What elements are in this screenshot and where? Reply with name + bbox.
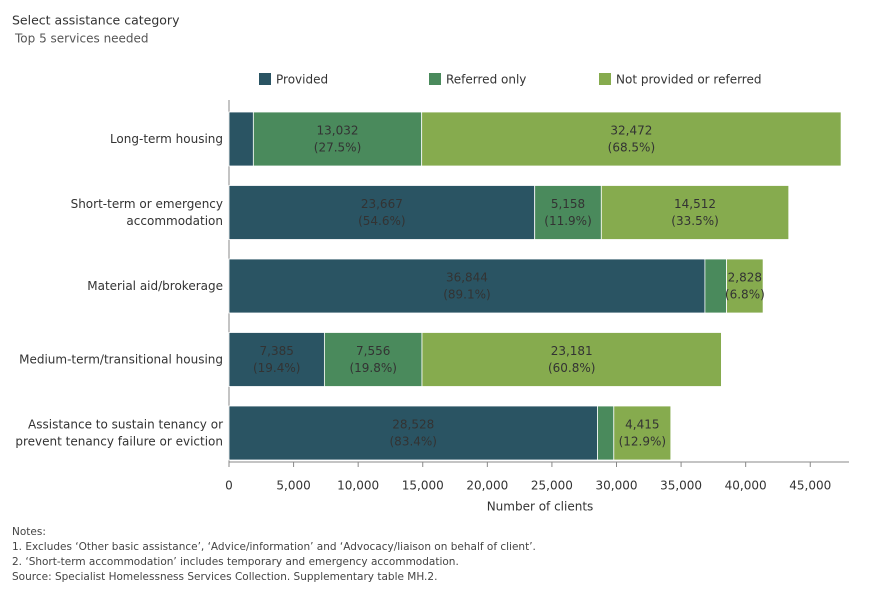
value-label: 5,158: [551, 197, 585, 211]
value-label: 7,556: [356, 344, 390, 358]
value-label: 14,512: [674, 197, 716, 211]
bar-segment: [600, 185, 790, 240]
legend-swatch: [599, 73, 611, 85]
note: Source: Specialist Homelessness Services…: [12, 571, 437, 583]
bar-segment: [704, 258, 727, 314]
value-label: 28,528: [392, 418, 434, 432]
bar-segment: [228, 332, 325, 387]
y-tick-label: Material aid/brokerage: [87, 279, 223, 293]
y-tick-line: Material aid/brokerage: [87, 279, 223, 293]
y-tick-line: prevent tenancy failure or eviction: [15, 434, 223, 448]
bar-segment: [252, 111, 423, 167]
bar-segment: [726, 258, 764, 314]
share-label: (19.8%): [349, 361, 396, 375]
legend-label: Provided: [276, 73, 328, 87]
value-label: 23,667: [361, 197, 403, 211]
value-label: 36,844: [446, 271, 488, 285]
value-label: 7,385: [260, 344, 294, 358]
x-tick-label: 30,000: [596, 479, 638, 493]
x-tick-label: 0: [225, 479, 233, 493]
value-label: 13,032: [317, 124, 359, 138]
note: 1. Excludes ‘Other basic assistance’, ‘A…: [12, 541, 536, 553]
note: 2. ‘Short-term accommodation’ includes t…: [12, 556, 459, 568]
bar-segment: [228, 185, 536, 240]
x-tick-label: 35,000: [660, 479, 702, 493]
value-label: 23,181: [551, 344, 593, 358]
share-label: (19.4%): [253, 361, 300, 375]
y-tick-line: accommodation: [126, 214, 223, 228]
share-label: (33.5%): [671, 214, 718, 228]
share-label: (54.6%): [358, 214, 405, 228]
bar-segment: [228, 258, 706, 314]
legend-swatch: [259, 73, 271, 85]
bar-segment: [613, 405, 672, 461]
y-tick-line: Assistance to sustain tenancy or: [28, 417, 223, 431]
x-tick-label: 40,000: [725, 479, 767, 493]
value-label: 2,828: [728, 271, 762, 285]
share-label: (68.5%): [608, 141, 655, 155]
bar-segment: [323, 332, 423, 387]
bar-segment: [421, 332, 722, 387]
x-tick-label: 15,000: [402, 479, 444, 493]
share-label: (89.1%): [443, 288, 490, 302]
value-label: 4,415: [625, 418, 659, 432]
y-tick-label: Assistance to sustain tenancy or prevent …: [15, 417, 223, 448]
y-tick-label: Medium-term/transitional housing: [19, 352, 223, 366]
chart-subtitle: Top 5 services needed: [14, 32, 149, 46]
bar-segment: [421, 111, 842, 167]
x-tick-label: 45,000: [789, 479, 831, 493]
legend-label: Not provided or referred: [616, 73, 761, 87]
y-tick-line: Short-term or emergency: [71, 197, 223, 211]
share-label: (12.9%): [619, 435, 666, 449]
share-label: (27.5%): [314, 141, 361, 155]
value-label: 32,472: [610, 124, 652, 138]
x-axis-title: Number of clients: [487, 500, 594, 514]
bar-segment: [228, 405, 598, 461]
chart-title: Select assistance category: [12, 13, 180, 28]
bar-segment: [597, 405, 615, 461]
bar-segment: [534, 185, 602, 240]
x-tick-label: 5,000: [276, 479, 310, 493]
y-tick-line: Medium-term/transitional housing: [19, 352, 223, 366]
legend-label: Referred only: [446, 73, 526, 87]
share-label: (83.4%): [390, 435, 437, 449]
x-tick-label: 25,000: [531, 479, 573, 493]
legend-swatch: [429, 73, 441, 85]
share-label: (60.8%): [548, 361, 595, 375]
share-label: (6.8%): [725, 288, 765, 302]
y-tick-line: Long-term housing: [110, 132, 223, 146]
y-tick-label: Short-term or emergency accommodation: [71, 197, 223, 228]
x-tick-label: 10,000: [337, 479, 379, 493]
y-tick-label: Long-term housing: [110, 132, 223, 146]
note: Notes:: [12, 526, 46, 538]
share-label: (11.9%): [544, 214, 591, 228]
x-tick-label: 20,000: [466, 479, 508, 493]
bar-segment: [228, 111, 254, 167]
